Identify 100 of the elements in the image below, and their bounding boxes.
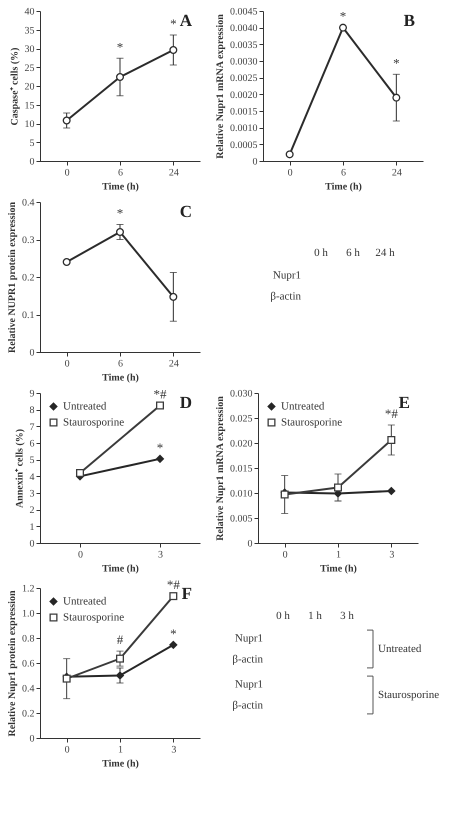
y-tick-label: 0 bbox=[30, 156, 34, 168]
x-tick-label: 1 bbox=[336, 550, 341, 560]
y-tick-label: 5 bbox=[30, 455, 34, 466]
y-tick-label: 0.4 bbox=[22, 198, 34, 208]
legend-label: Untreated bbox=[281, 400, 325, 412]
annotation: # bbox=[116, 632, 124, 648]
x-tick-label: 3 bbox=[158, 550, 163, 560]
x-tick-label: 3 bbox=[389, 550, 394, 560]
chart-title: C bbox=[180, 202, 192, 221]
annotation: *# bbox=[384, 406, 398, 421]
y-tick-label: 0.8 bbox=[22, 634, 34, 644]
x-tick-label: 24 bbox=[168, 358, 179, 370]
x-tick-label: 0 bbox=[288, 168, 293, 178]
y-tick-label: 0.0035 bbox=[230, 40, 258, 51]
x-axis-title: Time (h) bbox=[320, 564, 357, 574]
category-label: Nupr1 bbox=[234, 678, 263, 690]
x-tick-label: 0 bbox=[64, 168, 70, 178]
y-tick-label: 1 bbox=[30, 522, 34, 533]
y-tick-label: 40 bbox=[24, 6, 34, 18]
legend-label: Untreated bbox=[63, 596, 107, 608]
y-axis-title: Relative Nupr1 protein expression bbox=[7, 590, 18, 737]
y-tick-label: 1.0 bbox=[22, 608, 34, 620]
y-tick-label: 0.0025 bbox=[230, 73, 258, 84]
category-label: 1 h bbox=[308, 610, 322, 622]
y-tick-label: 0 bbox=[30, 348, 34, 358]
y-tick-label: 0.2 bbox=[22, 708, 34, 720]
category-label: Nupr1 bbox=[234, 632, 263, 644]
x-tick-label: 0 bbox=[64, 744, 70, 756]
y-tick-label: 3 bbox=[30, 488, 34, 500]
category-label: 0 h bbox=[314, 247, 328, 259]
y-tick-label: 0 bbox=[30, 538, 34, 550]
x-tick-label: 6 bbox=[118, 168, 123, 178]
x-tick-label: 0 bbox=[282, 550, 288, 560]
y-tick-label: 0 bbox=[252, 156, 258, 168]
chart-title: D bbox=[180, 393, 192, 412]
x-axis-title: Time (h) bbox=[325, 182, 362, 192]
y-tick-label: 0.020 bbox=[230, 438, 252, 450]
x-tick-label: 6 bbox=[118, 358, 123, 370]
category-label: 0 h bbox=[276, 610, 290, 622]
y-tick-label: 35 bbox=[24, 25, 34, 36]
legend-label: Untreated bbox=[63, 400, 107, 412]
annotation: * bbox=[170, 626, 177, 641]
category-label: Untreated bbox=[378, 643, 422, 655]
y-tick-label: 0.0040 bbox=[230, 23, 258, 34]
y-axis-title: Relative Nupr1 mRNA expression bbox=[215, 396, 226, 541]
chart-title: B bbox=[404, 11, 415, 30]
y-tick-label: 0 bbox=[30, 734, 34, 744]
y-tick-label: 8 bbox=[30, 405, 34, 416]
category-label: β-actin bbox=[232, 654, 263, 666]
chart-title: A bbox=[180, 11, 193, 30]
y-tick-label: 0.005 bbox=[230, 514, 252, 524]
chart-title: E bbox=[398, 393, 410, 412]
y-tick-label: 7 bbox=[30, 422, 34, 433]
x-tick-label: 3 bbox=[171, 744, 176, 756]
annotation: * bbox=[116, 39, 124, 54]
y-axis-title: Annexin⁺ cells (%) bbox=[14, 428, 26, 508]
x-axis-title: Time (h) bbox=[102, 758, 139, 770]
y-tick-label: 0.2 bbox=[22, 272, 34, 284]
y-axis-title: Relative NUPR1 protein expression bbox=[7, 202, 18, 354]
y-tick-label: 0.3 bbox=[22, 235, 34, 246]
legend-label: Staurosporine bbox=[63, 416, 124, 428]
category-label: 24 h bbox=[375, 247, 396, 259]
y-tick-label: 0.025 bbox=[230, 414, 252, 424]
y-tick-label: 1.2 bbox=[22, 584, 34, 594]
y-tick-label: 9 bbox=[30, 388, 34, 400]
annotation: *# bbox=[166, 577, 180, 592]
y-tick-label: 0.0045 bbox=[230, 6, 258, 18]
category-label: Nupr1 bbox=[272, 270, 301, 282]
category-label: 3 h bbox=[340, 610, 354, 622]
y-axis-title: Relative Nupr1 mRNA expression bbox=[215, 14, 226, 159]
y-tick-label: 0 bbox=[248, 538, 252, 550]
annotation: * bbox=[170, 16, 177, 31]
category-label: Staurosporine bbox=[378, 689, 440, 701]
x-tick-label: 0 bbox=[78, 550, 83, 560]
x-tick-label: 24 bbox=[168, 168, 179, 178]
y-tick-label: 10 bbox=[24, 119, 34, 130]
x-axis-title: Time (h) bbox=[102, 372, 139, 384]
y-axis-title: Caspase⁺ cells (%) bbox=[10, 48, 20, 126]
y-tick-label: 0.0005 bbox=[230, 140, 258, 151]
y-tick-label: 30 bbox=[24, 44, 34, 55]
y-tick-label: 0.0020 bbox=[230, 90, 258, 101]
y-tick-label: 0.010 bbox=[230, 488, 252, 500]
y-tick-label: 25 bbox=[24, 62, 34, 74]
y-tick-label: 6 bbox=[30, 438, 34, 450]
annotation: * bbox=[156, 440, 164, 455]
legend-label: Staurosporine bbox=[281, 416, 342, 428]
y-tick-label: 0.015 bbox=[230, 464, 252, 474]
y-tick-label: 0.6 bbox=[22, 658, 34, 670]
y-tick-label: 0.1 bbox=[22, 310, 34, 321]
y-tick-label: 5 bbox=[30, 138, 34, 149]
category-label: β-actin bbox=[270, 290, 301, 302]
y-tick-label: 2 bbox=[30, 505, 34, 516]
y-tick-label: 0.0030 bbox=[230, 56, 258, 68]
category-label: 6 h bbox=[346, 247, 360, 259]
category-label: β-actin bbox=[232, 700, 263, 712]
x-tick-label: 1 bbox=[118, 744, 123, 756]
annotation: * bbox=[340, 8, 346, 24]
annotation: * bbox=[393, 55, 400, 70]
legend-label: Staurosporine bbox=[63, 612, 124, 624]
chart-title: F bbox=[182, 584, 192, 604]
